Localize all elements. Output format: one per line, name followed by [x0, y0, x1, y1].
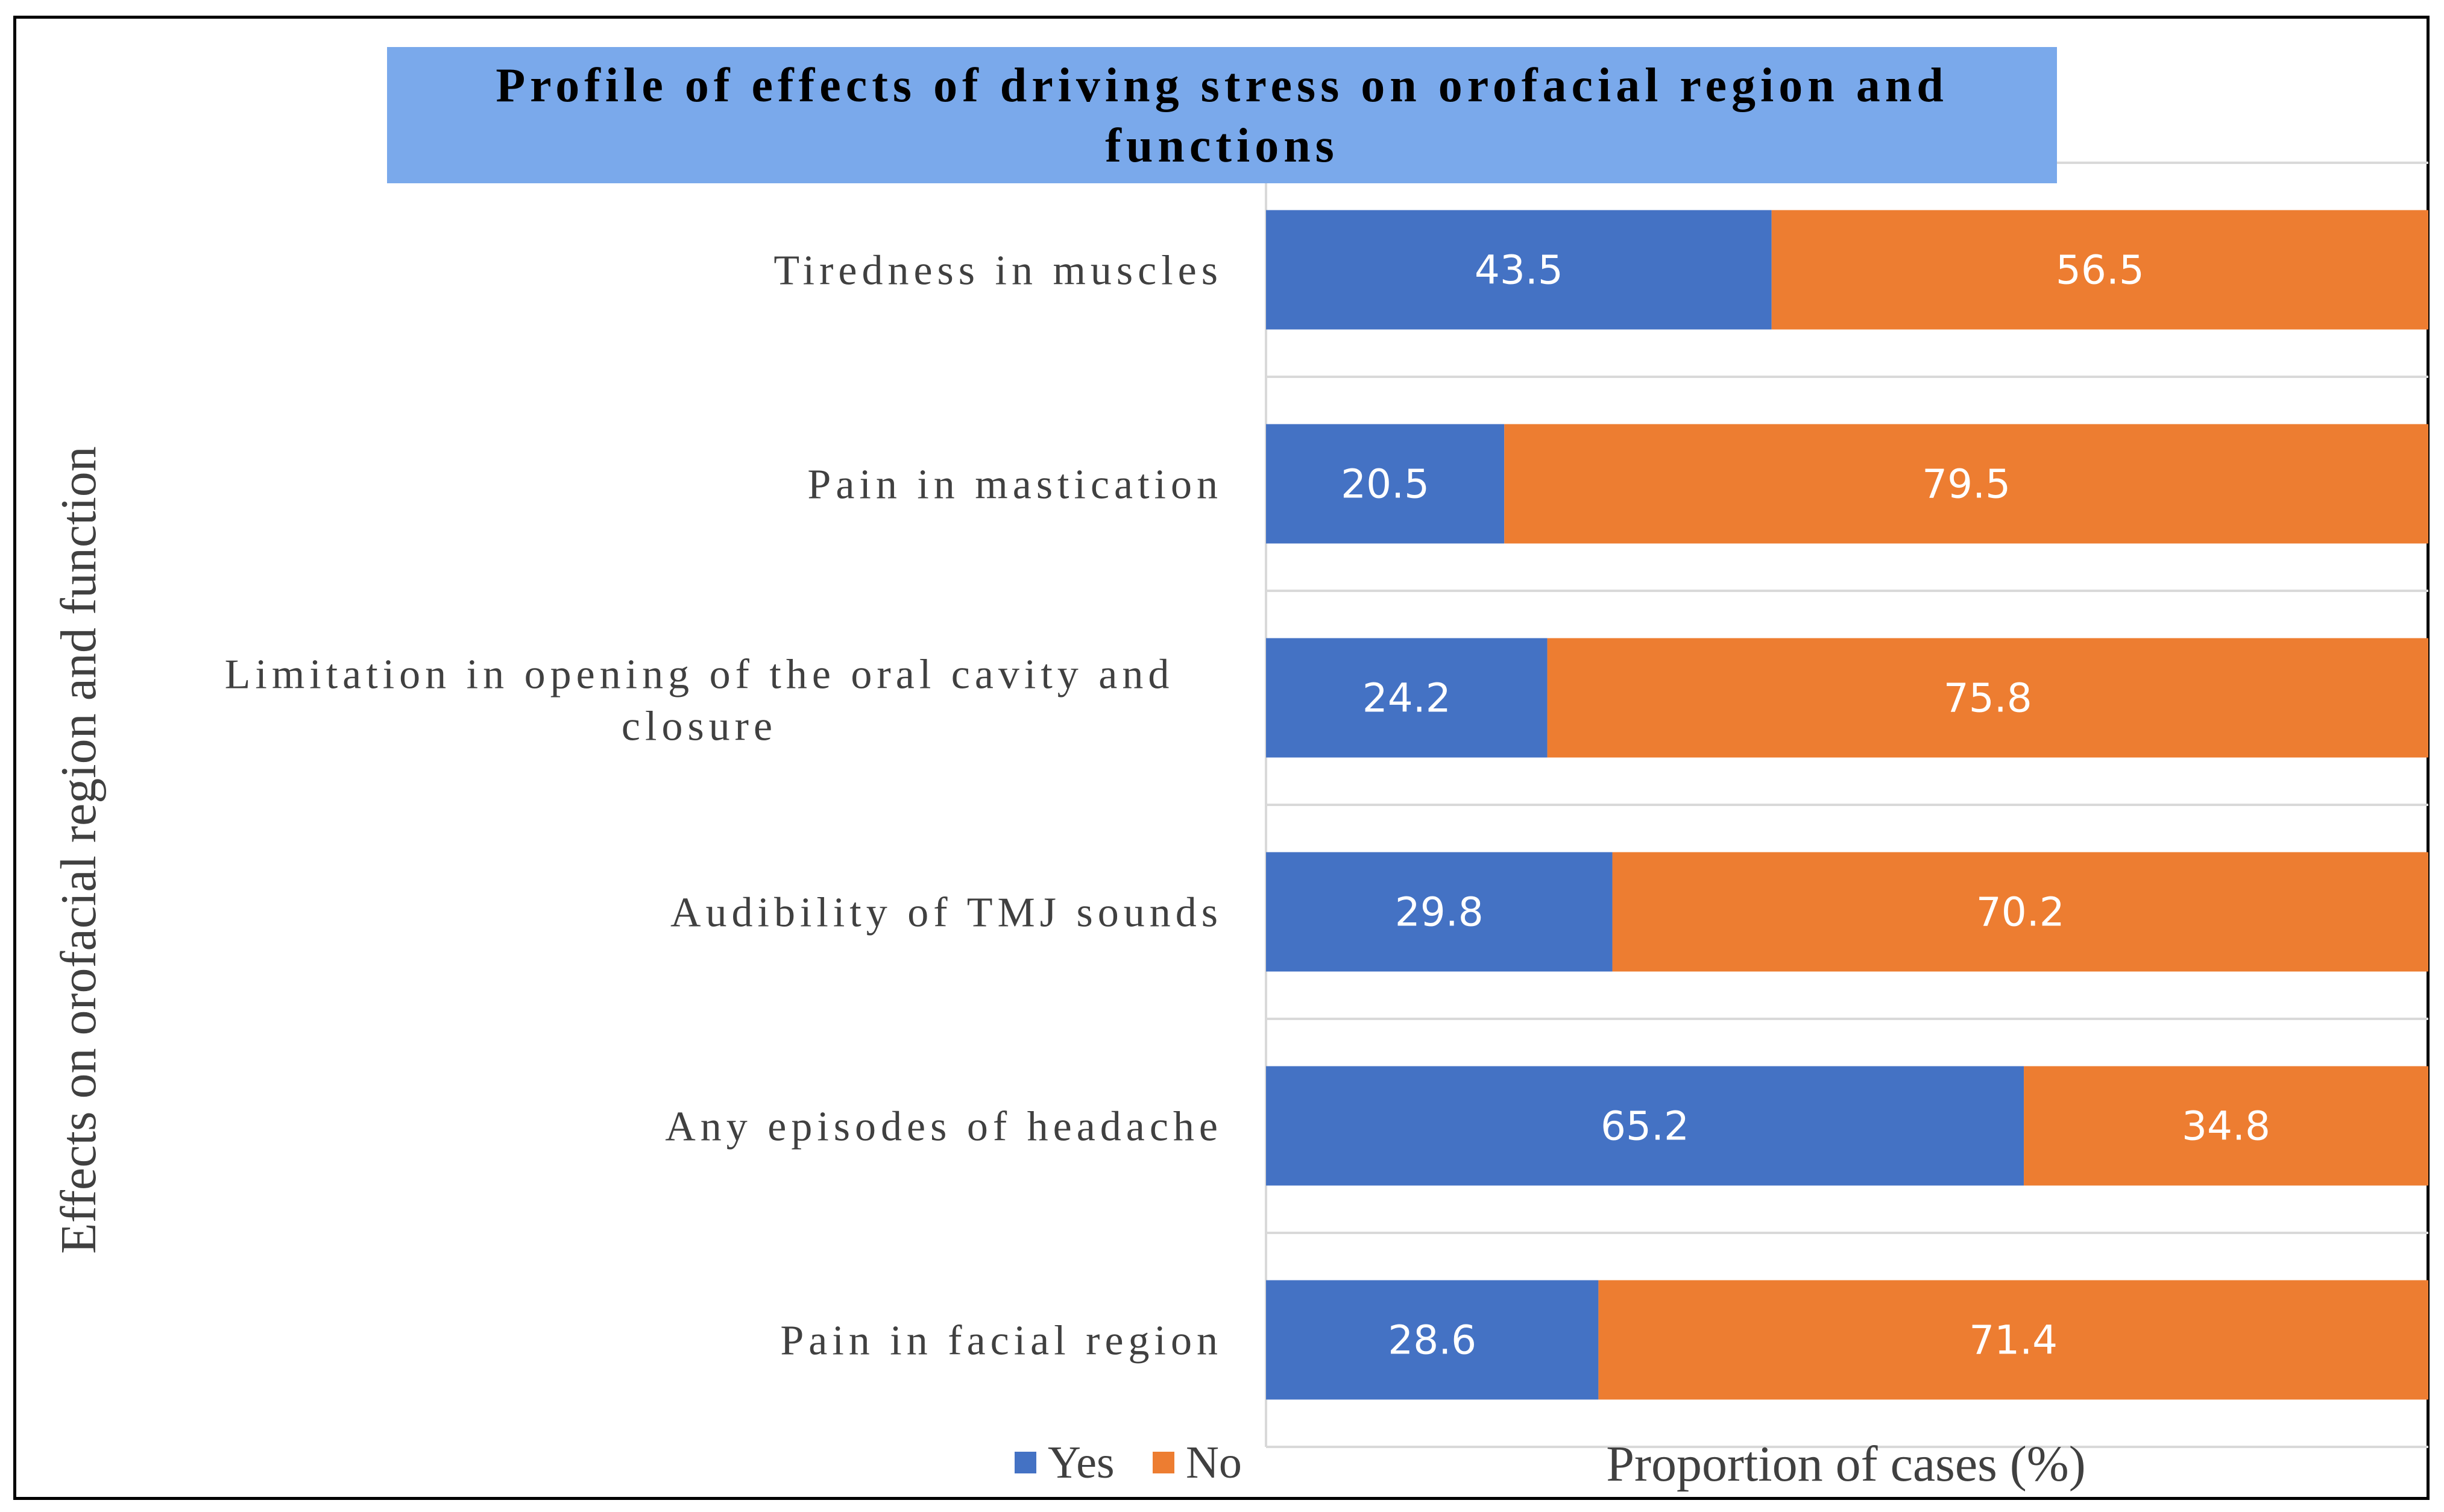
- data-label-yes-0: 43.5: [1475, 247, 1563, 294]
- bar-yes-1: [1266, 424, 1505, 544]
- data-label-no-3: 70.2: [1976, 889, 2065, 936]
- data-label-yes-2: 24.2: [1362, 675, 1451, 722]
- bar-yes-2: [1266, 638, 1548, 758]
- bar-no-2: [1547, 638, 2428, 758]
- bar-no-4: [2024, 1066, 2428, 1186]
- legend: Yes No: [1015, 1437, 1242, 1488]
- chart-border: [13, 16, 2430, 1500]
- chart-title: Profile of effects of driving stress on …: [387, 47, 2057, 183]
- data-label-no-0: 56.5: [2056, 247, 2144, 294]
- bar-yes-3: [1266, 852, 1613, 972]
- legend-label-no: No: [1186, 1437, 1242, 1488]
- bars: 43.5 56.5 20.5 79.5 24.2 75.8 29.8 70.2 65.2 34.8…: [1266, 210, 2428, 1400]
- category-label-1: Pain in mastication: [807, 462, 1223, 508]
- category-label-2: Limitation in opening of the oral cavity…: [225, 652, 1174, 750]
- category-label-5: Pain in facial region: [780, 1318, 1223, 1364]
- data-label-yes-1: 20.5: [1341, 461, 1429, 508]
- bar-yes-4: [1266, 1066, 2024, 1186]
- data-label-no-2: 75.8: [1944, 675, 2032, 722]
- category-label-4: Any episodes of headache: [665, 1104, 1223, 1150]
- data-label-yes-3: 29.8: [1395, 889, 1484, 936]
- category-labels: Tiredness in muscles Pain in mastication L…: [225, 248, 1223, 1364]
- gridlines: [1265, 162, 2428, 1448]
- data-label-yes-5: 28.6: [1388, 1317, 1476, 1364]
- bar-no-3: [1612, 852, 2428, 972]
- bar-no-0: [1771, 210, 2428, 330]
- data-label-no-4: 34.8: [2182, 1103, 2270, 1150]
- legend-label-yes: Yes: [1048, 1437, 1115, 1488]
- category-label-0: Tiredness in muscles: [773, 248, 1223, 294]
- bar-yes-5: [1266, 1280, 1599, 1400]
- y-axis-title: Effects on orofacial region and function: [51, 446, 107, 1254]
- bar-no-5: [1598, 1280, 2428, 1400]
- data-label-no-5: 71.4: [1969, 1317, 2058, 1364]
- bar-no-1: [1504, 424, 2428, 544]
- legend-swatch-yes: [1015, 1452, 1036, 1473]
- x-axis-title: Proportion of cases (%): [1606, 1436, 2085, 1492]
- legend-swatch-no: [1153, 1452, 1174, 1473]
- bar-yes-0: [1266, 210, 1772, 330]
- data-label-yes-4: 65.2: [1601, 1103, 1689, 1150]
- category-label-3: Audibility of TMJ sounds: [670, 890, 1223, 936]
- data-label-no-1: 79.5: [1922, 461, 2011, 508]
